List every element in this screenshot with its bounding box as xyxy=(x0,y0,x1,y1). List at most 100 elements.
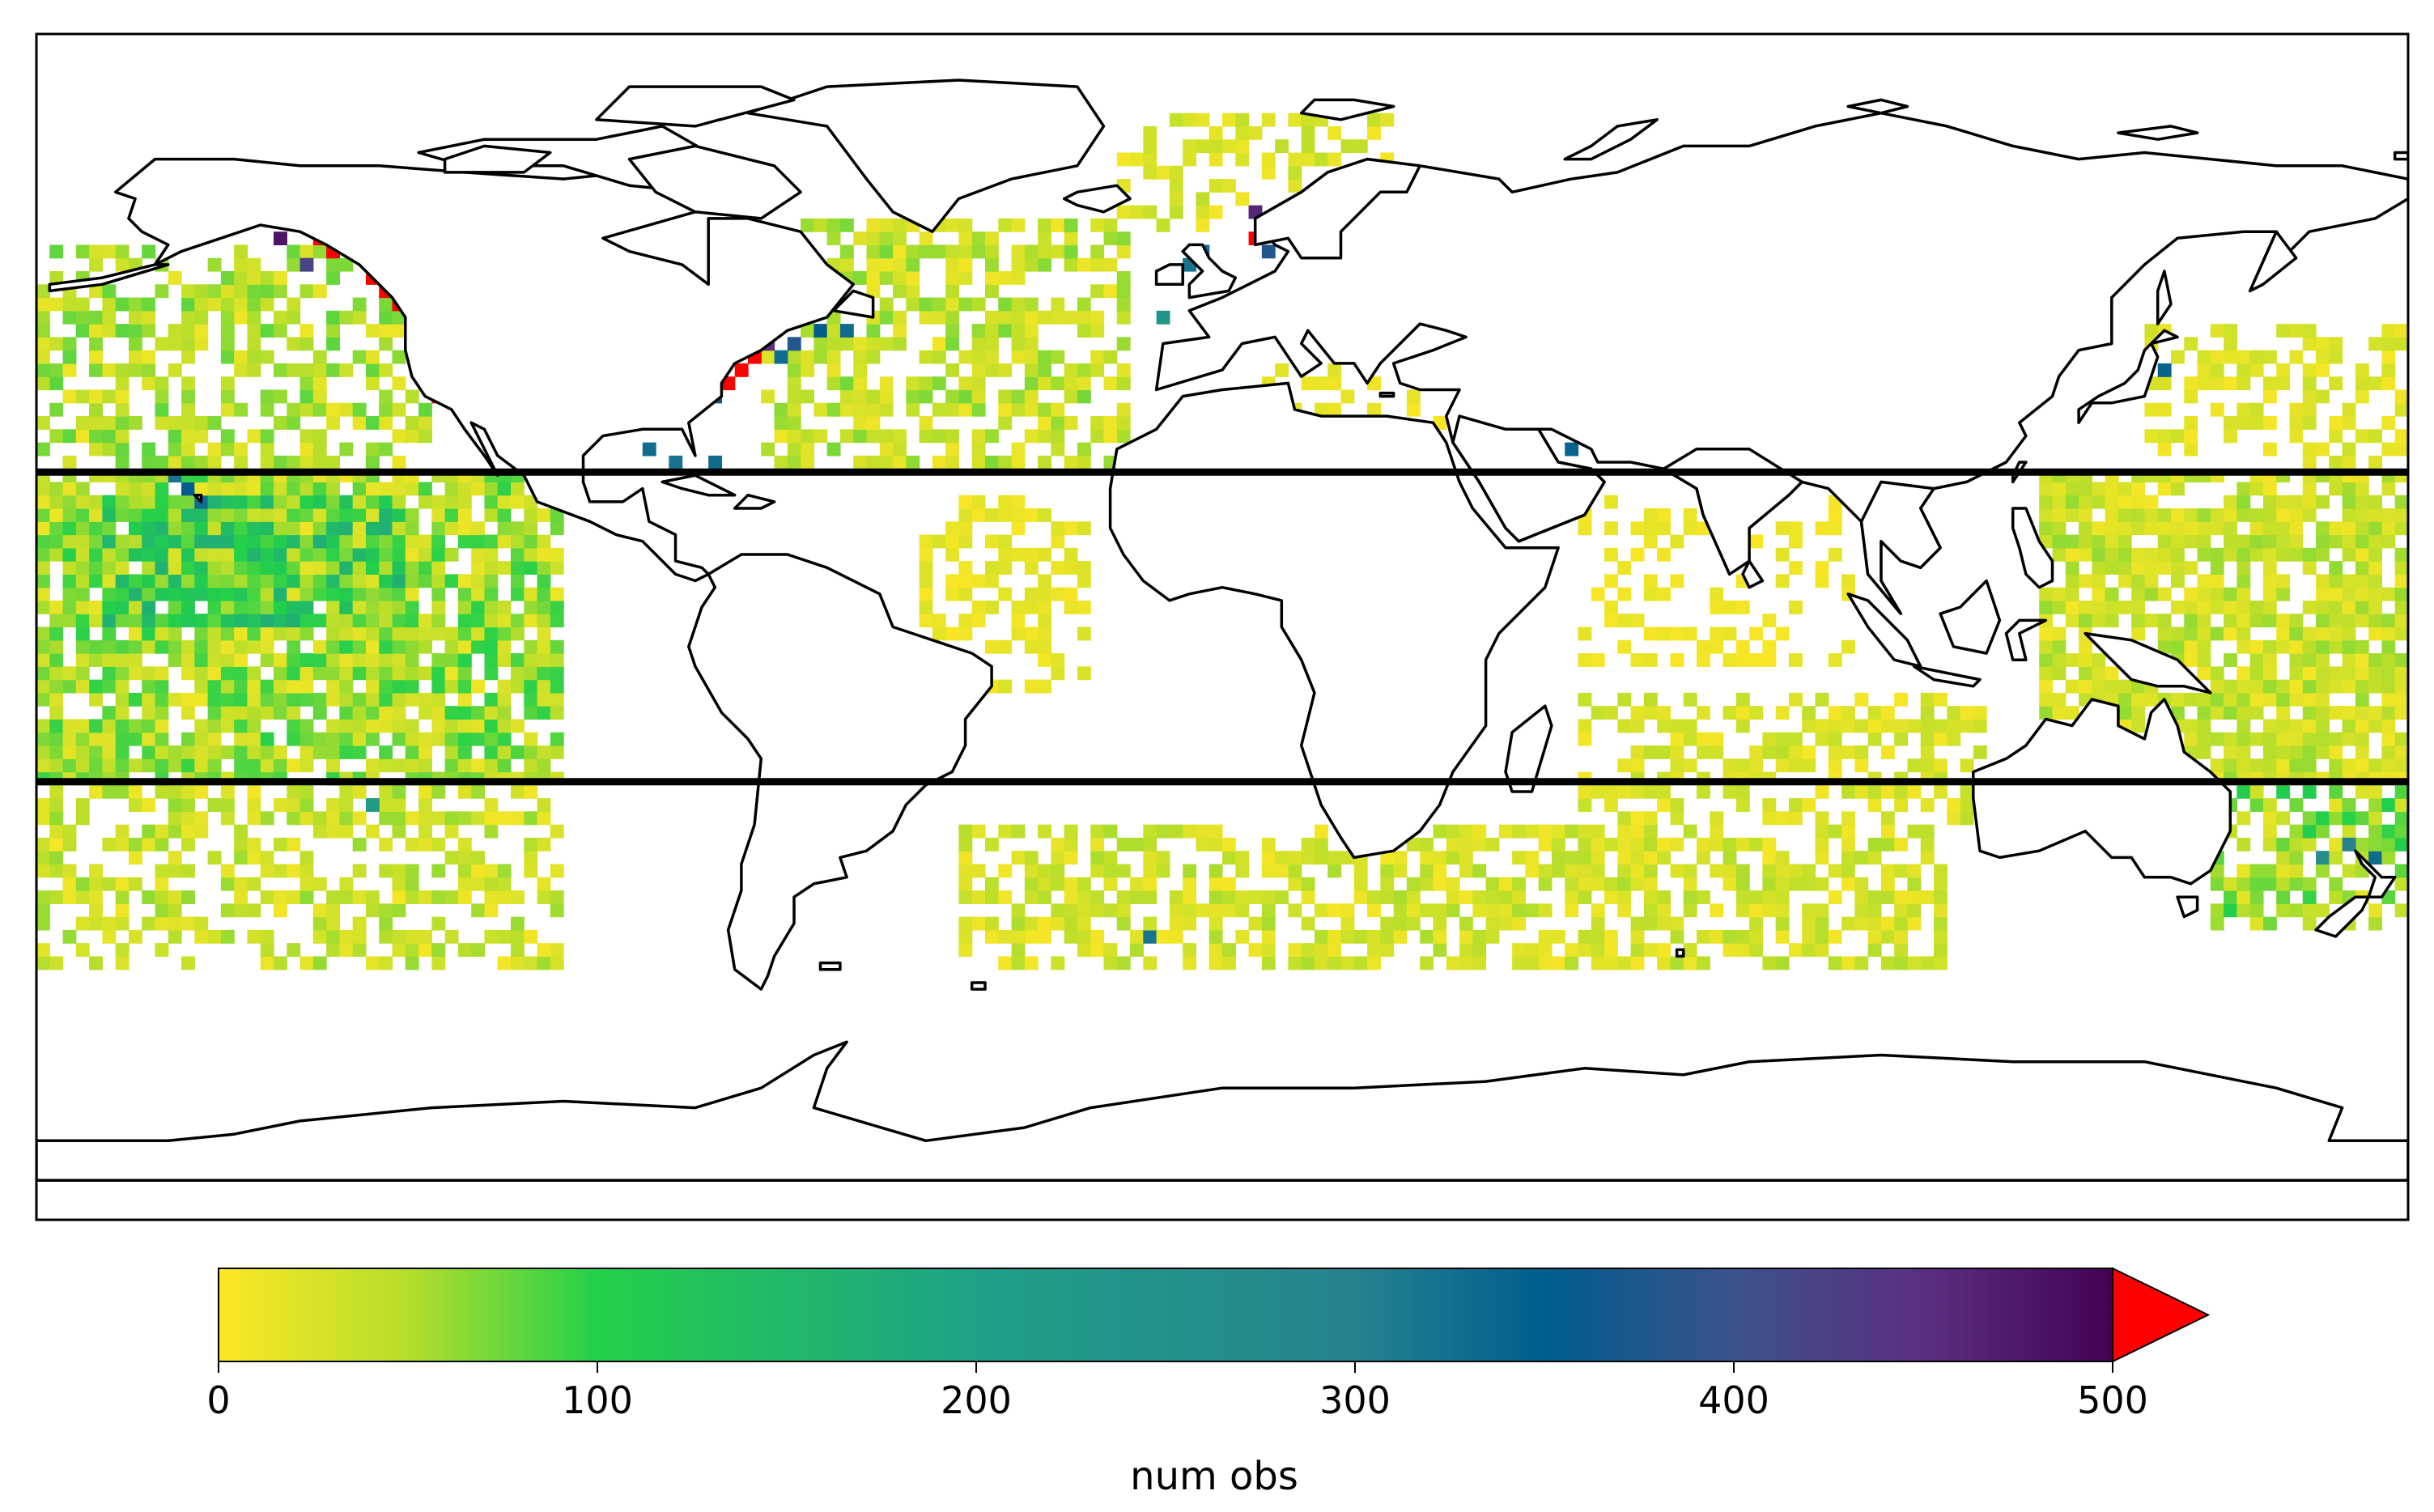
observation-cell xyxy=(1710,837,1724,852)
observation-cell xyxy=(958,943,973,958)
observation-cell xyxy=(2224,534,2237,549)
observation-cell xyxy=(2316,639,2330,654)
observation-cell xyxy=(326,416,340,430)
observation-cell xyxy=(2394,692,2408,707)
observation-cell xyxy=(2394,758,2408,773)
observation-cell xyxy=(1907,916,1922,931)
observation-cell xyxy=(1920,745,1935,759)
observation-cell xyxy=(2302,363,2317,377)
observation-cell xyxy=(471,732,486,746)
observation-cell xyxy=(1630,837,1645,852)
observation-cell xyxy=(761,350,775,364)
observation-cell xyxy=(181,864,195,878)
observation-cell xyxy=(299,798,314,812)
observation-cell xyxy=(299,284,314,299)
observation-cell xyxy=(1261,890,1276,904)
observation-cell xyxy=(550,706,564,720)
observation-cell xyxy=(2184,626,2198,641)
observation-cell xyxy=(2355,521,2369,536)
observation-cell xyxy=(511,561,525,575)
observation-cell xyxy=(2394,745,2408,759)
observation-cell xyxy=(1367,943,1381,958)
observation-cell xyxy=(62,864,77,878)
observation-cell xyxy=(49,244,64,259)
observation-cell xyxy=(1024,864,1039,878)
observation-cell xyxy=(102,916,117,931)
observation-cell xyxy=(49,508,64,522)
observation-cell xyxy=(2065,534,2079,549)
observation-cell xyxy=(142,732,156,746)
observation-cell xyxy=(1248,943,1263,958)
observation-cell xyxy=(1538,943,1553,958)
observation-cell xyxy=(1222,903,1236,918)
observation-cell xyxy=(168,745,182,759)
observation-cell xyxy=(102,416,117,430)
observation-cell xyxy=(1433,916,1447,931)
observation-cell xyxy=(2316,337,2330,351)
observation-cell xyxy=(234,363,248,377)
observation-cell xyxy=(2289,864,2304,878)
observation-cell xyxy=(2381,521,2396,536)
observation-cell xyxy=(392,798,406,812)
observation-cell xyxy=(2197,587,2211,601)
observation-cell xyxy=(220,626,235,641)
observation-cell xyxy=(932,310,946,325)
observation-cell xyxy=(958,350,973,364)
observation-cell xyxy=(274,864,287,878)
observation-cell xyxy=(128,784,142,799)
observation-cell xyxy=(537,890,551,904)
observation-cell xyxy=(168,561,182,575)
observation-cell xyxy=(287,600,301,614)
observation-cell xyxy=(2368,376,2383,391)
observation-cell xyxy=(299,811,314,826)
observation-cell xyxy=(365,666,380,681)
observation-cell xyxy=(1894,943,1909,958)
observation-cell xyxy=(326,310,340,325)
observation-cell xyxy=(879,271,894,285)
observation-cell xyxy=(1894,837,1909,852)
observation-cell xyxy=(998,639,1013,654)
observation-cell xyxy=(155,389,169,404)
observation-cell xyxy=(1657,851,1672,865)
observation-cell xyxy=(102,719,117,733)
observation-cell xyxy=(36,679,50,694)
sulawesi-landmass xyxy=(2004,618,2048,661)
observation-cell xyxy=(2249,521,2264,536)
observation-cell xyxy=(2157,482,2172,496)
observation-cell xyxy=(2262,798,2277,812)
philippines-landmass xyxy=(2011,507,2054,589)
observation-cell xyxy=(418,745,432,759)
observation-cell xyxy=(2092,547,2106,562)
observation-cell xyxy=(1235,890,1250,904)
observation-cell xyxy=(471,706,486,720)
observation-cell xyxy=(2039,482,2054,496)
observation-cell xyxy=(2368,706,2383,720)
observation-cell xyxy=(2171,508,2185,522)
observation-cell xyxy=(287,495,301,509)
observation-cell xyxy=(1353,890,1368,904)
observation-cell xyxy=(1301,943,1315,958)
observation-cell xyxy=(1841,877,1855,891)
observation-cell xyxy=(181,956,195,970)
observation-cell xyxy=(2236,692,2251,707)
observation-cell xyxy=(260,851,274,865)
observation-cell xyxy=(1090,350,1105,364)
observation-cell xyxy=(2316,706,2330,720)
observation-cell xyxy=(326,600,340,614)
observation-cell xyxy=(36,851,50,865)
observation-cell xyxy=(102,877,117,891)
observation-cell xyxy=(1735,706,1750,720)
observation-cell xyxy=(853,231,868,246)
observation-cell xyxy=(550,653,564,667)
observation-cell xyxy=(62,561,77,575)
observation-cell xyxy=(2381,732,2396,746)
observation-cell xyxy=(1854,784,1869,799)
observation-cell xyxy=(155,732,169,746)
observation-cell xyxy=(220,811,235,826)
observation-cell xyxy=(2236,363,2251,377)
observation-cell xyxy=(497,639,512,654)
observation-cell xyxy=(1762,956,1777,970)
observation-cell xyxy=(326,811,340,826)
observation-cell xyxy=(431,719,446,733)
observation-cell xyxy=(2381,837,2396,852)
